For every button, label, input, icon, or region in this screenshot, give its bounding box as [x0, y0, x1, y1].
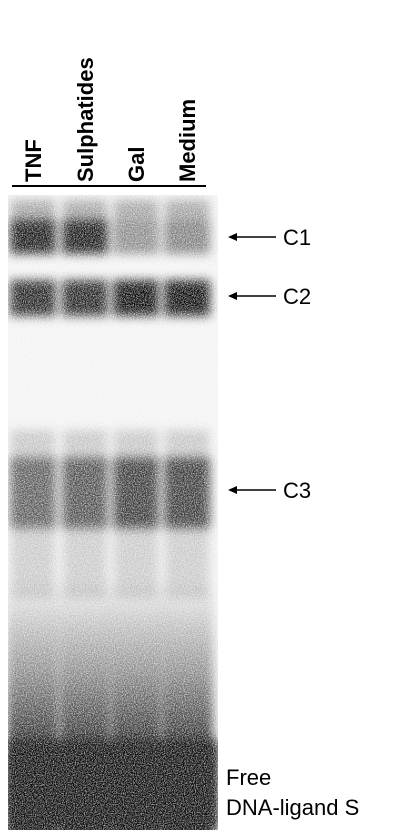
lane-label: Medium	[175, 99, 200, 182]
band-label: C3	[283, 478, 311, 503]
free-label: DNA-ligand S	[226, 795, 359, 820]
arrow-head	[228, 233, 237, 241]
band-label: C1	[283, 225, 311, 250]
band-label: C2	[283, 284, 311, 309]
grain	[8, 195, 218, 830]
labels: TNF Sulphatides Gal Medium C1 C2 C3 Free DNA-lig…	[21, 57, 359, 820]
free-label: Free	[226, 765, 271, 790]
lane-label: TNF	[21, 139, 46, 182]
gel	[8, 195, 218, 830]
lane-label: Gal	[124, 147, 149, 182]
arrow-head	[228, 292, 237, 300]
lane-label: Sulphatides	[73, 57, 98, 182]
arrow-head	[228, 486, 237, 494]
